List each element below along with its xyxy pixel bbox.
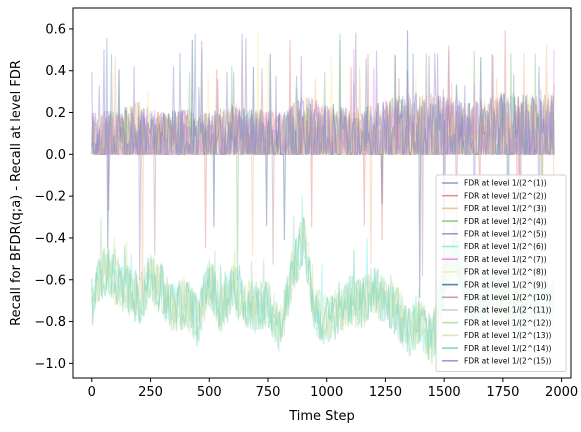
legend-label: FDR at level 1/(2^(5)) [464,230,547,239]
y-tick-label: −0.6 [34,273,66,288]
legend: FDR at level 1/(2^(1)) FDR at level 1/(2^… [435,174,567,372]
x-tick-label: 0 [88,385,96,400]
legend-label: FDR at level 1/(2^(8)) [464,268,547,277]
y-tick-label: −0.4 [34,231,66,246]
legend-label: FDR at level 1/(2^(3)) [464,204,547,213]
y-tick-label: −0.2 [34,190,66,205]
plot-frame [72,7,572,379]
legend-label: FDR at level 1/(2^(13)) [464,331,551,340]
y-tick-label: 0.2 [45,106,66,121]
y-tick-label: 0.0 [45,148,66,163]
x-tick-label: 1250 [369,385,402,400]
y-axis: −1.0 −0.8 −0.6 −0.4 −0.2 0.0 0.2 0.4 0.6 [34,22,73,372]
x-tick-label: 1000 [310,385,343,400]
data-layer [91,30,555,364]
legend-label: FDR at level 1/(2^(14)) [464,344,551,353]
x-tick-label: 1750 [486,385,519,400]
legend-label: FDR at level 1/(2^(9)) [464,280,547,289]
series-line [91,33,555,281]
legend-box [435,174,567,372]
legend-label: FDR at level 1/(2^(1)) [464,179,547,188]
x-axis-label: Time Step [288,409,355,424]
legend-label: FDR at level 1/(2^(11)) [464,306,551,315]
legend-label: FDR at level 1/(2^(2)) [464,191,547,200]
x-tick-label: 750 [256,385,281,400]
y-tick-label: 0.6 [45,22,66,37]
legend-label: FDR at level 1/(2^(7)) [464,255,547,264]
y-tick-label: −0.8 [34,315,66,330]
x-tick-label: 1500 [428,385,461,400]
x-tick-label: 500 [197,385,222,400]
legend-label: FDR at level 1/(2^(4)) [464,217,547,226]
x-axis: 0 250 500 750 1000 1250 1500 1750 2000 [88,378,578,400]
x-tick-label: 250 [138,385,163,400]
series-line [91,45,555,282]
y-tick-label: −1.0 [34,357,66,372]
y-tick-label: 0.4 [45,64,66,79]
x-tick-label: 2000 [545,385,578,400]
legend-label: FDR at level 1/(2^(12)) [464,318,551,327]
legend-label: FDR at level 1/(2^(6)) [464,242,547,251]
y-axis-label: Recall for BFDR(q;a) - Recall at level F… [9,60,24,326]
legend-label: FDR at level 1/(2^(10)) [464,293,551,302]
legend-label: FDR at level 1/(2^(15)) [464,357,551,366]
